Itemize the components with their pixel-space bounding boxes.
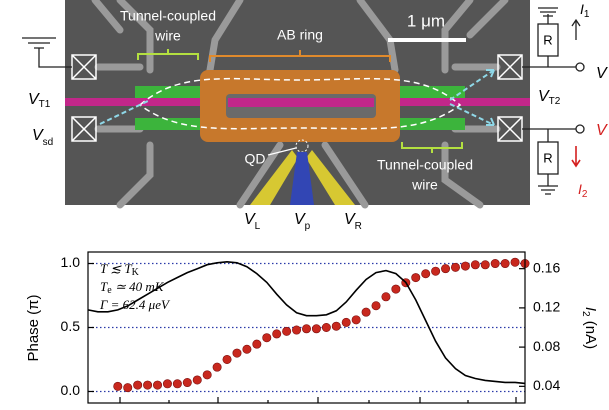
y2-tick-label: 0.04 bbox=[533, 377, 560, 393]
phase-point bbox=[362, 308, 370, 316]
phase-point bbox=[173, 380, 181, 388]
wire-label: wire bbox=[411, 177, 438, 193]
phase-point bbox=[193, 376, 201, 384]
gate-label: VR bbox=[344, 211, 362, 231]
annotation-part: T ≲ T bbox=[100, 261, 132, 276]
y-tick-label: 1.0 bbox=[61, 254, 81, 270]
y-tick-label: 0.5 bbox=[61, 318, 81, 334]
gate-label: VT2 bbox=[538, 88, 561, 106]
phase-point bbox=[273, 330, 281, 338]
gate-label: VT1 bbox=[28, 91, 51, 109]
y2-label-unit: (nA) bbox=[582, 317, 599, 350]
phase-point bbox=[263, 334, 271, 342]
phase-point bbox=[461, 262, 469, 270]
y2-tick-label: 0.08 bbox=[533, 338, 560, 354]
phase-point bbox=[223, 355, 231, 363]
phase-point bbox=[412, 273, 420, 281]
phase-point bbox=[292, 326, 300, 334]
phase-point bbox=[392, 285, 400, 293]
gate-sub: p bbox=[305, 221, 311, 232]
phase-point bbox=[213, 363, 221, 371]
phase-point bbox=[431, 267, 439, 275]
y2-axis-label: I2 (nA) bbox=[580, 307, 599, 349]
annotation: Γ = 62.4 μeV bbox=[99, 297, 171, 312]
y-tick-label: 0.0 bbox=[61, 382, 81, 398]
figure: Tunnel-coupled wire AB ring 1 μm QD Tunn… bbox=[0, 0, 609, 410]
gate-label: VL bbox=[244, 211, 261, 231]
y2-tick-label: 0.12 bbox=[533, 299, 560, 315]
annotation: Te ≃ 40 mK bbox=[100, 279, 165, 296]
current-sub: 2 bbox=[582, 189, 588, 200]
annotation-part: Γ = 62.4 μeV bbox=[99, 297, 171, 312]
phase-point bbox=[183, 378, 191, 386]
annotation: T ≲ TK bbox=[100, 261, 140, 278]
resistor-label: R bbox=[543, 150, 552, 165]
phase-point bbox=[451, 263, 459, 271]
current-label: I1 bbox=[580, 1, 590, 20]
phase-point bbox=[153, 381, 161, 389]
phase-point bbox=[511, 258, 519, 266]
phase-point bbox=[471, 261, 479, 269]
phase-point bbox=[372, 302, 380, 310]
phase-point bbox=[282, 327, 290, 335]
phase-point bbox=[302, 325, 310, 333]
bias-sub: sd bbox=[43, 137, 54, 148]
y-axis-label: Phase (π) bbox=[25, 294, 42, 361]
phase-point bbox=[124, 383, 132, 391]
phase-point bbox=[481, 261, 489, 269]
phase-point bbox=[491, 259, 499, 267]
annotation-part: ≃ 40 mK bbox=[112, 279, 165, 294]
phase-point bbox=[203, 371, 211, 379]
phase-point bbox=[322, 323, 330, 331]
gate-sub: T1 bbox=[39, 99, 51, 110]
phase-point bbox=[352, 316, 360, 324]
phase-point bbox=[312, 325, 320, 333]
phase-point bbox=[163, 380, 171, 388]
wire-label: Tunnel-coupled bbox=[377, 157, 473, 173]
resistor-label: R bbox=[543, 32, 552, 47]
gate-sub: L bbox=[255, 221, 261, 232]
scale-label: 1 μm bbox=[407, 11, 445, 30]
phase-point bbox=[143, 381, 151, 389]
y2-tick-label: 0.16 bbox=[533, 259, 560, 275]
voltage-label: V bbox=[596, 65, 608, 82]
wire-label: wire bbox=[154, 28, 181, 44]
gate-sub: T2 bbox=[549, 96, 561, 107]
current-label: I2 bbox=[578, 181, 588, 200]
phase-point bbox=[253, 340, 261, 348]
qd-label: QD bbox=[245, 151, 266, 167]
phase-point bbox=[501, 259, 509, 267]
wire-label: Tunnel-coupled bbox=[120, 8, 216, 24]
voltage-label: V bbox=[596, 122, 608, 139]
ring-label: AB ring bbox=[277, 27, 323, 43]
phase-point bbox=[114, 382, 122, 390]
x-ticks bbox=[120, 397, 516, 403]
annotation-part: K bbox=[132, 267, 140, 278]
phase-point bbox=[382, 293, 390, 301]
phase-point bbox=[441, 264, 449, 272]
gate-sub: R bbox=[355, 221, 362, 232]
phase-point bbox=[243, 345, 251, 353]
phase-point bbox=[342, 318, 350, 326]
gate-label: Vp bbox=[294, 211, 311, 231]
current-sub: 1 bbox=[584, 9, 590, 20]
phase-point bbox=[133, 381, 141, 389]
bias-label: Vsd bbox=[32, 127, 53, 147]
phase-point bbox=[233, 349, 241, 357]
phase-point bbox=[332, 322, 340, 330]
phase-point bbox=[421, 270, 429, 278]
